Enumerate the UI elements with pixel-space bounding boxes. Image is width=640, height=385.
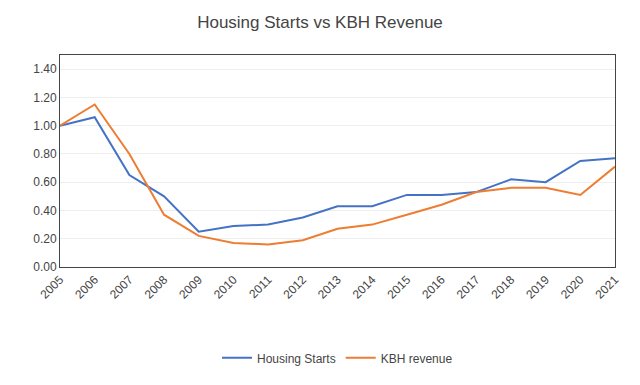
svg-text:2020: 2020 — [558, 273, 587, 302]
svg-text:2008: 2008 — [142, 273, 171, 302]
svg-text:0.60: 0.60 — [33, 175, 57, 189]
svg-text:Housing Starts vs KBH Revenue: Housing Starts vs KBH Revenue — [197, 13, 443, 32]
svg-text:1.40: 1.40 — [33, 62, 57, 76]
svg-text:2014: 2014 — [350, 273, 379, 302]
svg-text:2011: 2011 — [246, 273, 274, 301]
svg-text:2016: 2016 — [419, 273, 448, 302]
svg-text:2010: 2010 — [211, 273, 240, 302]
svg-text:0.80: 0.80 — [33, 147, 57, 161]
svg-text:2021: 2021 — [593, 273, 622, 302]
svg-text:0.20: 0.20 — [33, 232, 57, 246]
svg-text:2018: 2018 — [489, 273, 518, 302]
svg-text:0.00: 0.00 — [33, 260, 57, 274]
svg-text:2005: 2005 — [38, 273, 67, 302]
svg-text:2017: 2017 — [454, 273, 483, 302]
svg-text:1.20: 1.20 — [33, 91, 57, 105]
svg-text:2009: 2009 — [176, 273, 205, 302]
svg-text:2013: 2013 — [315, 273, 344, 302]
svg-text:0.40: 0.40 — [33, 204, 57, 218]
svg-text:1.00: 1.00 — [33, 119, 57, 133]
svg-text:2007: 2007 — [107, 273, 136, 302]
svg-text:2006: 2006 — [72, 273, 101, 302]
svg-text:2019: 2019 — [523, 273, 552, 302]
svg-text:Housing Starts: Housing Starts — [257, 352, 336, 366]
svg-text:2012: 2012 — [280, 273, 309, 302]
svg-text:2015: 2015 — [384, 273, 413, 302]
svg-text:KBH revenue: KBH revenue — [381, 352, 453, 366]
